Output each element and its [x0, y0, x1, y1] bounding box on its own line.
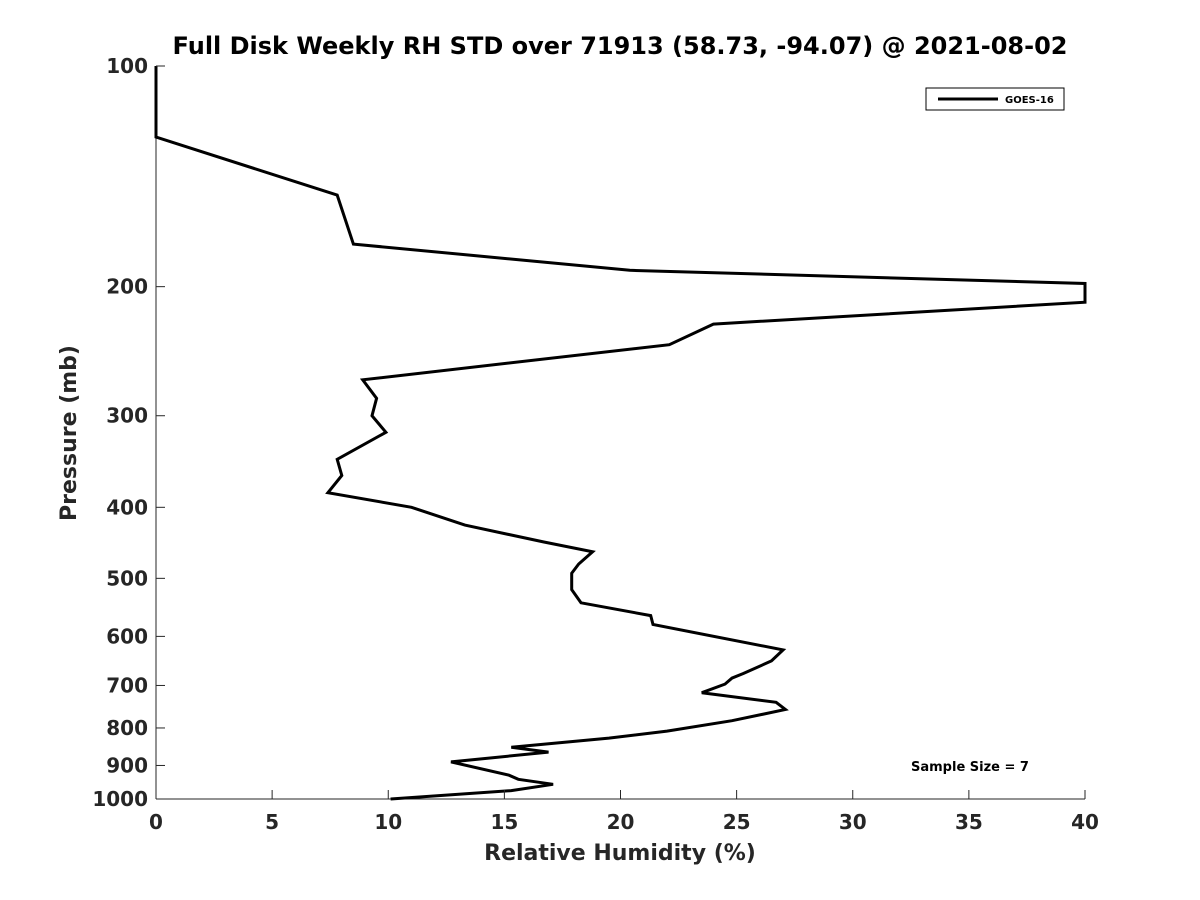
x-tick-label: 20	[607, 810, 635, 834]
x-tick-label: 40	[1071, 810, 1099, 834]
x-tick-label: 10	[374, 810, 402, 834]
y-tick-label: 800	[106, 716, 148, 740]
series-line-goes-16	[154, 66, 1087, 801]
y-tick-label: 200	[106, 275, 148, 299]
legend-label-goes-16: GOES-16	[1005, 95, 1054, 106]
series-layer	[154, 66, 1087, 801]
x-tick-label: 35	[955, 810, 983, 834]
y-tick-label: 300	[106, 404, 148, 428]
y-tick-label: 900	[106, 753, 148, 777]
y-tick-label: 100	[106, 54, 148, 78]
x-axis-label: Relative Humidity (%)	[484, 841, 756, 866]
plot-axes	[155, 66, 1085, 800]
y-axis-label: Pressure (mb)	[57, 345, 82, 521]
y-tick-label: 1000	[92, 787, 148, 811]
tick-layer: 0 5 10 15 20 25 30 35 40 100 200 300 400 500 600 700 800…	[92, 54, 1099, 834]
y-tick-label: 700	[106, 673, 148, 697]
x-tick-label: 15	[490, 810, 518, 834]
y-tick-label: 500	[106, 566, 148, 590]
legend: GOES-16	[925, 87, 1065, 111]
y-tick-label: 600	[106, 624, 148, 648]
sample-size-annotation: Sample Size = 7	[911, 760, 1029, 775]
x-tick-label: 25	[723, 810, 751, 834]
y-tick-label: 400	[106, 495, 148, 519]
chart-title: Full Disk Weekly RH STD over 71913 (58.7…	[173, 32, 1068, 60]
x-tick-label: 30	[839, 810, 867, 834]
x-tick-label: 0	[149, 810, 163, 834]
x-tick-label: 5	[265, 810, 279, 834]
